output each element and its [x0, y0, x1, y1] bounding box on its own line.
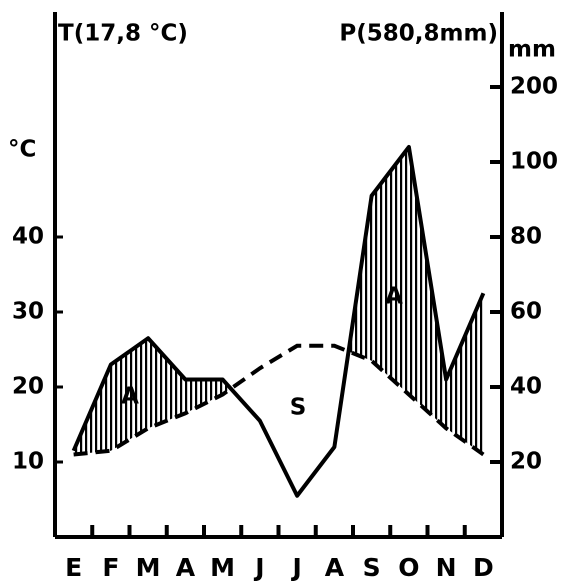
y2-tick-label: 80 [510, 224, 542, 250]
precipitation-line [71, 145, 486, 498]
y-tick-label: 30 [12, 299, 44, 325]
annotation: A [385, 284, 403, 310]
annotation: A [121, 384, 139, 410]
x-tick-label: E [65, 553, 82, 582]
y2-tick-label: 200 [510, 74, 558, 100]
x-tick-label: F [102, 553, 119, 582]
y-tick-label: 40 [12, 224, 44, 250]
annotation: S [290, 395, 307, 421]
mask-area [73, 345, 484, 537]
y2-tick-label: 60 [510, 299, 542, 325]
x-tick-label: J [253, 553, 264, 582]
x-tick-label: A [325, 553, 345, 582]
areas [73, 147, 484, 537]
x-tick-label: M [136, 553, 161, 582]
y-tick-label: 10 [12, 449, 44, 475]
x-tick-label: O [398, 553, 419, 582]
x-tick-label: J [290, 553, 301, 582]
y2-tick-label: 40 [510, 374, 542, 400]
x-tick-label: M [210, 553, 235, 582]
temperature-line [73, 343, 485, 457]
x-tick-label: D [473, 553, 494, 582]
x-tick-label: A [176, 553, 196, 582]
chart-title: T(17,8 °C) [58, 21, 188, 47]
y2-tick-label: 100 [510, 149, 558, 175]
y-tick-label: 20 [12, 374, 44, 400]
x-tick-label: S [363, 553, 381, 582]
y2-tick-label: 20 [510, 449, 542, 475]
chart-subtitle: P(580,8mm) [339, 21, 498, 47]
y2-axis-label: mm [508, 37, 556, 63]
x-tick-label: N [436, 553, 457, 582]
y-axis-label: °C [8, 137, 36, 163]
